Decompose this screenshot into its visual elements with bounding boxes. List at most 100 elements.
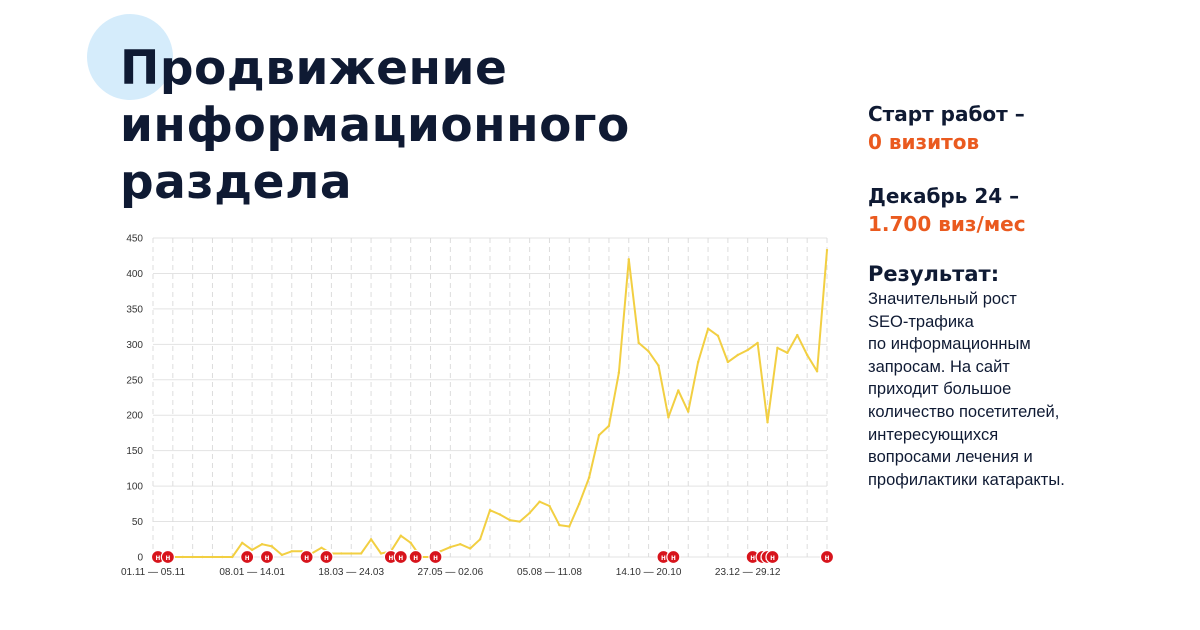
title-line-3: раздела [120, 155, 353, 210]
data-point [270, 545, 274, 548]
data-point [181, 555, 184, 559]
data-point [280, 553, 284, 557]
data-point [399, 534, 402, 537]
event-marker-label: н [750, 553, 755, 562]
traffic-line-chart: 0 50 100 150 200 250 300 350 400 450 01.11 — 05.11… [121, 234, 835, 578]
data-point [687, 410, 690, 413]
result-title: Результат: [868, 262, 1000, 286]
x-tick-label: 08.01 — 14.01 [219, 567, 285, 578]
y-tick-label: 50 [132, 517, 144, 528]
event-marker [319, 549, 334, 565]
data-point [805, 353, 809, 357]
event-marker [259, 549, 275, 565]
event-marker [819, 549, 835, 565]
data-point [548, 504, 551, 508]
x-tick-label: 01.11 — 05.11 [121, 567, 186, 578]
data-point [538, 500, 541, 503]
data-point [766, 421, 769, 424]
x-tick-label: 18.03 — 24.03 [318, 567, 384, 578]
data-point [449, 545, 452, 549]
data-point [191, 555, 194, 559]
x-tick-label: 27.05 — 02.06 [418, 567, 484, 578]
data-point [627, 258, 630, 261]
data-point [597, 433, 601, 437]
data-point [488, 509, 492, 512]
y-tick-label: 0 [137, 553, 143, 564]
data-point [528, 511, 531, 515]
x-tick-label: 23.12 — 29.12 [715, 567, 781, 578]
data-point [617, 371, 621, 374]
y-tick-label: 400 [126, 269, 143, 280]
event-marker-label: н [265, 553, 270, 562]
start-label: Старт работ – [868, 102, 1025, 126]
event-marker-label: н [324, 553, 329, 562]
data-point [290, 550, 293, 553]
data-point [379, 552, 383, 555]
result-line: Значительный рост [868, 290, 1017, 308]
data-point [756, 341, 759, 345]
y-tick-label: 200 [126, 411, 143, 422]
result-line: интересующихся [868, 425, 999, 444]
data-point [350, 552, 353, 555]
data-point [647, 350, 650, 353]
y-tick-label: 450 [126, 234, 143, 245]
december-label: Декабрь 24 – [868, 184, 1020, 208]
data-point [706, 327, 710, 330]
event-marker-label: н [388, 553, 393, 562]
data-point [518, 520, 521, 523]
event-marker [765, 549, 780, 565]
december-stat: Декабрь 24 – 1.700 виз/мес [868, 182, 1168, 238]
event-marker-label: н [398, 553, 403, 562]
data-point [211, 555, 214, 559]
event-marker-label: н [770, 553, 775, 562]
data-point [558, 523, 561, 527]
event-marker [428, 549, 443, 565]
data-point [221, 555, 224, 559]
data-point [825, 248, 829, 252]
data-point [359, 552, 363, 555]
result-block: Результат: Значительный рост SEO-трафика… [868, 260, 1168, 491]
december-value: 1.700 виз/мес [868, 212, 1026, 236]
event-marker [299, 549, 314, 565]
data-point [340, 552, 343, 555]
y-tick-label: 100 [126, 482, 143, 493]
data-point [736, 353, 739, 357]
event-marker-label: н [671, 553, 676, 562]
result-line: запросам. На сайт [868, 357, 1010, 376]
event-marker-label: н [661, 553, 666, 562]
data-point [776, 346, 779, 350]
data-point [815, 370, 819, 373]
data-point [498, 513, 502, 516]
event-marker [240, 549, 255, 565]
data-point [478, 538, 482, 541]
data-point [468, 547, 472, 550]
data-point [320, 546, 323, 549]
start-value: 0 визитов [868, 130, 980, 154]
title-line-2: информационного [120, 98, 630, 153]
event-marker-label: н [156, 553, 161, 562]
data-point [716, 334, 720, 338]
data-point [696, 360, 700, 364]
result-line: по информационным [868, 335, 1031, 354]
data-point [607, 424, 611, 428]
data-point [657, 364, 660, 367]
data-point [568, 525, 571, 528]
data-point [241, 541, 244, 545]
data-point [369, 538, 373, 541]
y-tick-label: 300 [126, 340, 143, 351]
event-marker-label: н [433, 553, 438, 562]
result-line: приходит большое [868, 380, 1012, 399]
data-point [508, 518, 512, 522]
x-tick-label: 05.08 — 11.08 [517, 567, 582, 578]
event-marker [160, 549, 175, 565]
data-point [667, 416, 670, 419]
event-marker-label: н [413, 553, 418, 562]
data-point [409, 541, 412, 545]
y-tick-label: 150 [126, 446, 143, 457]
result-line: количество посетителей, [868, 402, 1060, 421]
y-tick-label: 350 [126, 304, 143, 315]
event-marker-label: н [245, 553, 250, 562]
data-point [231, 555, 234, 559]
x-tick-label: 14.10 — 20.10 [616, 567, 682, 578]
event-marker-label: н [304, 553, 309, 562]
